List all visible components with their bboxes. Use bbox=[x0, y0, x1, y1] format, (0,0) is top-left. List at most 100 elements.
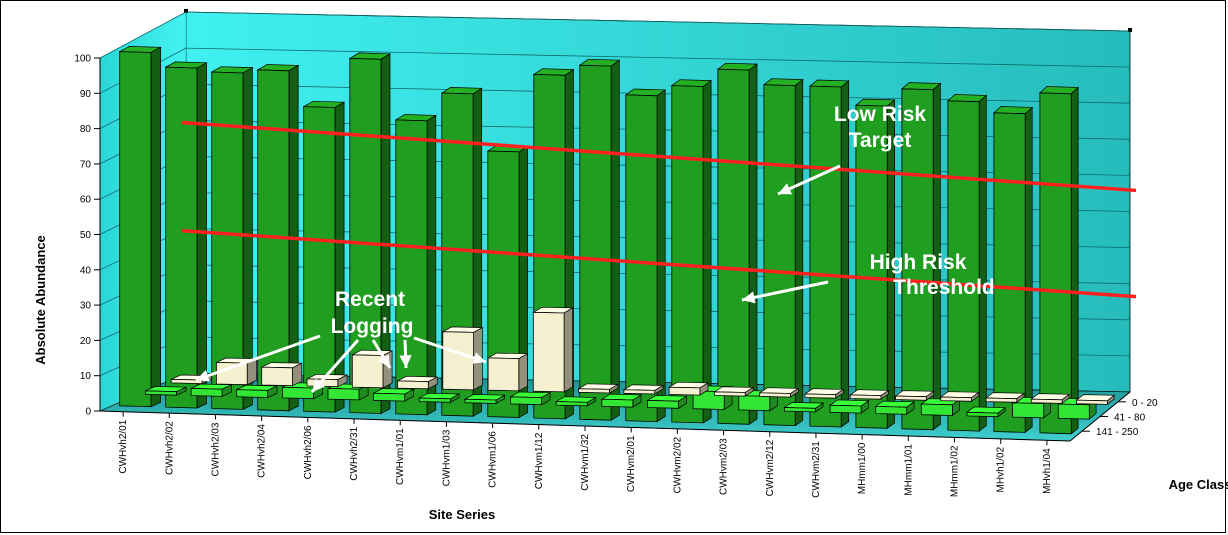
bar-side bbox=[426, 114, 437, 416]
bar-side bbox=[1024, 106, 1033, 434]
bar-front bbox=[119, 51, 152, 408]
bar-front bbox=[351, 354, 384, 389]
bar bbox=[984, 392, 1025, 404]
bar bbox=[758, 387, 800, 398]
bar-front bbox=[1039, 92, 1072, 435]
x-tick-label: CWHvm1/32 bbox=[580, 434, 591, 491]
bar bbox=[622, 384, 665, 395]
bar-side bbox=[563, 307, 573, 393]
bar-front bbox=[647, 399, 679, 409]
bar bbox=[808, 79, 850, 428]
y-tick-label: 50 bbox=[80, 230, 92, 241]
y-tick-label: 60 bbox=[80, 195, 92, 206]
bar bbox=[486, 145, 529, 419]
bar-front bbox=[717, 68, 750, 425]
x-tick-label: CWHvh2/04 bbox=[257, 424, 268, 478]
bar-front bbox=[985, 397, 1018, 403]
bar-front bbox=[809, 85, 842, 428]
bar-side bbox=[196, 62, 207, 409]
bar-front bbox=[759, 392, 791, 398]
bar bbox=[373, 388, 415, 402]
bar-front bbox=[555, 401, 588, 407]
arrowhead bbox=[472, 352, 486, 364]
x-tick-label: CWHvh2/31 bbox=[349, 426, 360, 480]
bar-front bbox=[623, 389, 656, 395]
bar bbox=[1030, 393, 1070, 405]
y-tick-label: 100 bbox=[74, 54, 91, 65]
bar-front bbox=[849, 394, 882, 400]
y-tick-label: 10 bbox=[80, 371, 92, 382]
bar-front bbox=[1057, 403, 1090, 420]
x-tick-label: MHvh1/04 bbox=[1042, 448, 1053, 494]
bar-side bbox=[1070, 86, 1079, 435]
bar-front bbox=[510, 396, 542, 406]
bar bbox=[417, 392, 461, 403]
bar bbox=[509, 391, 552, 406]
bar-front bbox=[671, 85, 704, 424]
annotation-arrow bbox=[195, 334, 321, 382]
bar bbox=[463, 394, 506, 405]
bar-side bbox=[748, 63, 758, 425]
bar-front bbox=[920, 403, 953, 416]
bar-side bbox=[656, 89, 666, 423]
bar bbox=[829, 399, 870, 414]
y-tick-label: 0 bbox=[85, 407, 91, 418]
arrowhead bbox=[196, 370, 210, 382]
bar-front bbox=[875, 405, 908, 415]
bar-front bbox=[236, 389, 269, 399]
bar bbox=[144, 386, 187, 396]
bar-front bbox=[895, 395, 927, 401]
bar-front bbox=[418, 397, 451, 403]
y-tick-label: 30 bbox=[80, 301, 92, 312]
bar-front bbox=[625, 94, 658, 423]
bar bbox=[993, 106, 1034, 434]
corner-marker bbox=[1128, 28, 1132, 32]
x-tick-label: CWHvm1/12 bbox=[534, 432, 545, 489]
y-tick-label: 40 bbox=[80, 265, 92, 276]
bar bbox=[600, 393, 643, 408]
x-axis-title: Site Series bbox=[429, 507, 496, 522]
x-tick-label: CWHvh2/06 bbox=[303, 425, 314, 479]
bar-front bbox=[947, 100, 980, 432]
bar bbox=[874, 400, 916, 415]
bar-front bbox=[1030, 398, 1063, 404]
bar bbox=[854, 98, 896, 429]
bar-front bbox=[578, 388, 610, 394]
y-tick-label: 70 bbox=[80, 159, 92, 170]
bar bbox=[118, 46, 162, 408]
bar bbox=[716, 62, 759, 425]
bar bbox=[348, 52, 392, 415]
bar-side bbox=[978, 94, 987, 432]
bar bbox=[939, 391, 980, 402]
annotation-high-risk: High Risk bbox=[870, 251, 967, 274]
bar-front bbox=[940, 396, 972, 402]
bar-front bbox=[784, 407, 816, 413]
x-tick-label: CWHvm2/02 bbox=[672, 436, 683, 493]
bar-front bbox=[966, 411, 999, 418]
bar-front bbox=[601, 398, 634, 408]
bar bbox=[894, 390, 935, 401]
bar-side bbox=[610, 59, 620, 421]
age-class-axis: 0 - 20 41 - 80 141 - 250 bbox=[1069, 391, 1158, 442]
bar-front bbox=[165, 66, 198, 409]
z-tick-label: 0 - 20 bbox=[1132, 398, 1158, 409]
bar-side bbox=[518, 353, 528, 392]
bar-front bbox=[1076, 399, 1108, 405]
bar bbox=[803, 388, 845, 399]
annotation-logging: Logging bbox=[331, 315, 414, 338]
bar bbox=[578, 58, 621, 421]
z-tick-label: 41 - 80 bbox=[1114, 413, 1146, 424]
annotation-threshold: Threshold bbox=[893, 276, 995, 299]
y-tick-label: 80 bbox=[80, 124, 92, 135]
bar bbox=[236, 384, 278, 399]
arrowhead bbox=[778, 183, 792, 195]
bar bbox=[965, 406, 1007, 418]
bar bbox=[302, 100, 346, 413]
bar bbox=[1039, 86, 1079, 435]
z-axis-title: Age Class bbox=[1169, 477, 1228, 492]
x-tick-label: MHvh1/02 bbox=[996, 446, 1007, 492]
bar bbox=[667, 381, 710, 396]
bar bbox=[261, 362, 303, 387]
x-tick-label: CWHvm1/01 bbox=[395, 428, 406, 485]
bar bbox=[190, 383, 232, 397]
